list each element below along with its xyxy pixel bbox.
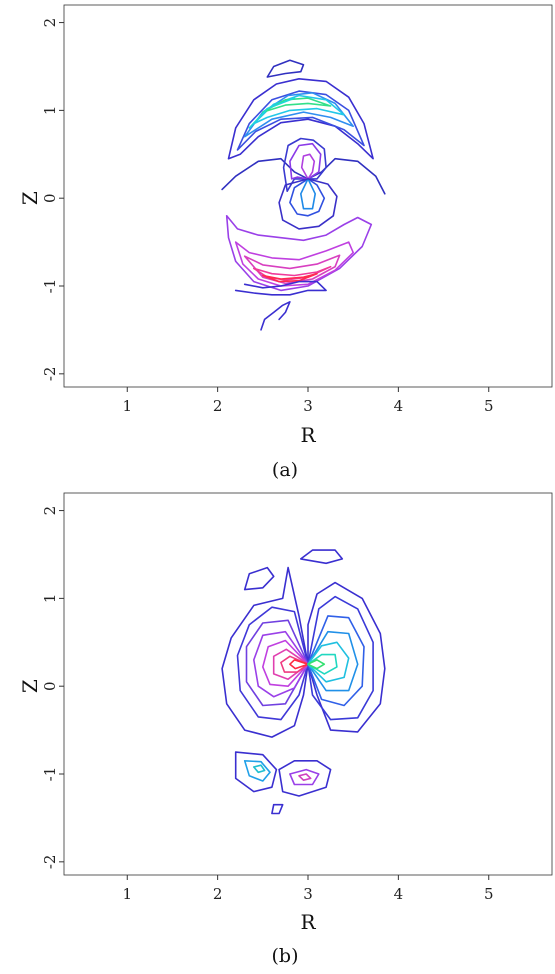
panel-caption: (b) bbox=[272, 945, 299, 967]
x-tick-label: 3 bbox=[303, 397, 313, 415]
x-tick-label: 5 bbox=[484, 885, 494, 903]
y-tick-label: -1 bbox=[41, 767, 59, 782]
contour-line bbox=[278, 760, 332, 797]
contour-line bbox=[266, 59, 305, 78]
contour-line bbox=[234, 241, 354, 287]
contour-line bbox=[245, 619, 309, 707]
contour-line bbox=[234, 280, 327, 296]
contour-line bbox=[262, 639, 309, 687]
contour-line bbox=[307, 581, 386, 733]
x-tick-label: 1 bbox=[122, 885, 132, 903]
x-tick-label: 2 bbox=[213, 397, 223, 415]
contour-line bbox=[307, 630, 359, 692]
y-tick-label: 2 bbox=[41, 18, 59, 28]
x-tick-label: 4 bbox=[394, 397, 404, 415]
contour-line bbox=[262, 272, 318, 283]
y-tick-label: 1 bbox=[41, 106, 59, 116]
contour-line bbox=[234, 751, 278, 793]
panel-b: 1 2 3 4 5 -2 -1 0 1 2 R Z (b) bbox=[18, 492, 553, 967]
contour-line bbox=[307, 659, 326, 670]
contour-line bbox=[289, 178, 326, 217]
contour-line bbox=[300, 178, 316, 210]
contour-line bbox=[289, 659, 309, 670]
contour-line bbox=[253, 764, 266, 774]
x-tick-label: 2 bbox=[213, 885, 223, 903]
x-axis-label: R bbox=[300, 910, 316, 934]
contour-lines bbox=[221, 549, 386, 815]
y-tick-label: -2 bbox=[41, 367, 59, 382]
contour-line bbox=[272, 648, 309, 680]
y-tick-label: 0 bbox=[41, 681, 59, 691]
contour-line bbox=[271, 803, 284, 815]
plot-frame bbox=[63, 492, 553, 876]
plot-frame bbox=[63, 4, 553, 388]
contour-line bbox=[236, 606, 309, 721]
contour-line bbox=[307, 615, 365, 707]
contour-line bbox=[300, 153, 316, 180]
y-tick-label: 0 bbox=[41, 193, 59, 203]
contour-line bbox=[289, 768, 320, 786]
x-tick-label: 1 bbox=[122, 397, 132, 415]
contour-line bbox=[278, 178, 338, 230]
y-tick-label: -1 bbox=[41, 279, 59, 294]
y-tick-label: -2 bbox=[41, 855, 59, 870]
contour-line bbox=[236, 90, 365, 151]
contour-line bbox=[307, 641, 350, 683]
x-tick-label: 4 bbox=[394, 885, 404, 903]
x-axis-label: R bbox=[300, 423, 316, 447]
contour-line bbox=[300, 549, 344, 565]
contour-line bbox=[243, 760, 271, 782]
contour-line bbox=[262, 97, 332, 113]
y-tick-label: 2 bbox=[41, 506, 59, 516]
contour-line bbox=[280, 655, 309, 673]
panel-a: 1 2 3 4 5 -2 -1 0 1 2 R Z (a) bbox=[18, 4, 553, 481]
contour-lines bbox=[221, 59, 386, 331]
y-tick-label: 1 bbox=[41, 594, 59, 604]
contour-line bbox=[253, 630, 309, 698]
contour-line bbox=[298, 773, 312, 781]
contour-line bbox=[225, 215, 373, 292]
contour-line bbox=[307, 595, 374, 721]
y-axis-label: Z bbox=[18, 191, 42, 205]
contour-line bbox=[227, 78, 374, 160]
contour-line bbox=[248, 97, 296, 129]
panel-caption: (a) bbox=[272, 459, 298, 481]
y-axis-label: Z bbox=[18, 679, 42, 693]
x-tick-label: 5 bbox=[484, 397, 494, 415]
contour-line bbox=[243, 566, 275, 591]
contour-line bbox=[307, 653, 338, 675]
contour-line bbox=[289, 142, 322, 180]
x-tick-label: 3 bbox=[303, 885, 313, 903]
contour-line bbox=[260, 301, 291, 331]
